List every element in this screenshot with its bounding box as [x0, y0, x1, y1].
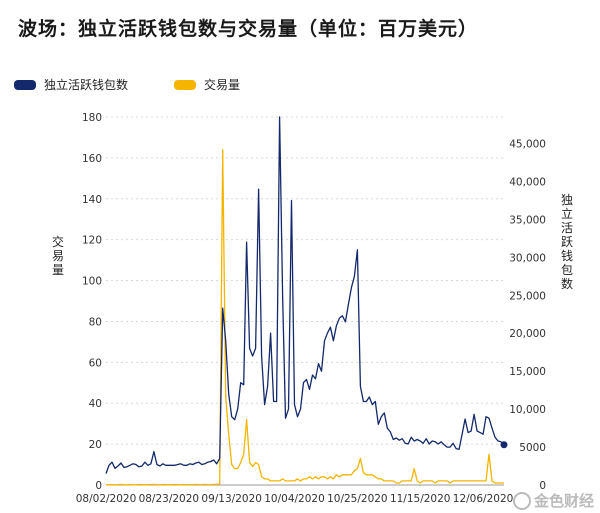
left-tick-label: 160	[82, 153, 102, 165]
watermark-logo-icon	[512, 491, 531, 510]
x-tick-label: 12/06/2020	[453, 493, 514, 505]
legend-item-volume[interactable]: 交易量	[174, 76, 240, 93]
left-tick-label: 80	[89, 316, 102, 328]
left-tick-label: 60	[89, 357, 102, 369]
left-tick-label: 100	[82, 276, 102, 288]
legend: 独立活跃钱包数 交易量	[14, 76, 286, 93]
x-tick-label: 08/23/2020	[139, 493, 200, 505]
right-tick-label: 30,000	[509, 252, 546, 264]
left-tick-label: 20	[89, 439, 102, 451]
right-tick-label: 10,000	[509, 404, 546, 416]
legend-swatch-volume	[174, 79, 197, 90]
legend-label-volume: 交易量	[204, 78, 241, 92]
right-tick-label: 45,000	[509, 139, 546, 151]
left-axis-ticks: 0 20 40 60 80 100 120 140 160 180	[82, 112, 102, 492]
right-axis-ticks: 0 5000 10,000 15,000 20,000 25,000 30,000 35,00…	[509, 139, 546, 492]
left-tick-label: 0	[95, 480, 102, 492]
left-tick-label: 180	[82, 112, 102, 124]
chart-title: 波场：独立活跃钱包数与交易量（单位：百万美元）	[18, 18, 479, 40]
x-tick-label: 11/15/2020	[390, 493, 451, 505]
right-tick-label: 20,000	[509, 328, 546, 340]
right-axis-title: 独立活跃钱包数	[561, 193, 573, 291]
legend-item-wallets[interactable]: 独立活跃钱包数	[14, 76, 128, 93]
legend-label-wallets: 独立活跃钱包数	[44, 78, 129, 92]
x-tick-label: 10/25/2020	[327, 493, 388, 505]
legend-swatch-wallets	[14, 79, 36, 90]
x-tick-label: 08/02/2020	[76, 493, 137, 505]
right-tick-label: 25,000	[509, 290, 546, 302]
x-tick-label: 10/04/2020	[264, 493, 325, 505]
series-line-wallets	[105, 116, 505, 474]
left-tick-label: 120	[82, 235, 102, 247]
series-end-marker	[500, 441, 508, 449]
right-tick-label: 40,000	[509, 176, 546, 188]
right-tick-label: 5000	[519, 442, 546, 454]
left-tick-label: 140	[82, 194, 102, 206]
watermark: 金色财经	[512, 490, 594, 511]
x-axis-ticks: 08/02/2020 08/23/2020 09/13/2020 10/04/2020…	[76, 493, 514, 505]
watermark-text: 金色财经	[533, 492, 594, 510]
left-tick-label: 40	[89, 398, 102, 410]
series-layer	[105, 116, 508, 486]
series-line-volume	[105, 149, 504, 486]
right-tick-label: 35,000	[509, 214, 546, 226]
x-tick-label: 09/13/2020	[201, 493, 262, 505]
right-tick-label: 15,000	[509, 366, 546, 378]
right-tick-label: 0	[539, 480, 546, 492]
gridlines	[106, 116, 504, 445]
left-axis-title: 交易量	[52, 234, 64, 277]
